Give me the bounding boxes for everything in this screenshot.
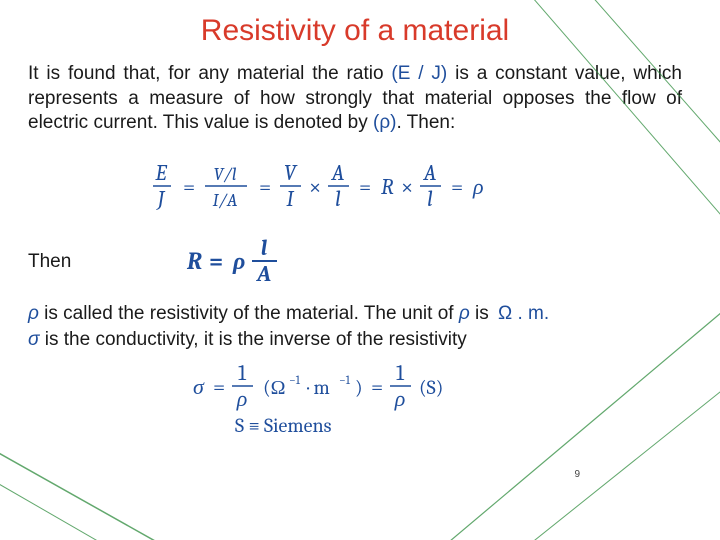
intro-text-1: It is found that, for any material the r… <box>28 63 391 84</box>
svg-text:σ: σ <box>193 374 205 400</box>
slide-title: Resistivity of a material <box>118 14 592 48</box>
svg-text:l: l <box>427 186 433 212</box>
rho-italic-1: ρ <box>28 303 39 324</box>
svg-text:=: = <box>213 374 225 400</box>
svg-text:S ≡ Siemens: S ≡ Siemens <box>235 414 332 437</box>
unit-ohm-m: Ω . m. <box>498 303 549 324</box>
sigma-italic: σ <box>28 329 39 350</box>
svg-text:R: R <box>186 247 202 275</box>
svg-text:l: l <box>335 186 341 212</box>
svg-text:ρ: ρ <box>472 174 484 200</box>
svg-text:=: = <box>259 174 271 200</box>
svg-text:=: = <box>371 374 383 400</box>
def2-text: is the conductivity, it is the inverse o… <box>39 329 466 350</box>
equation-3-svg: σ=1ρ(Ω−1· m−1)=1ρ(S)S ≡ Siemens <box>175 364 535 444</box>
svg-text:I: I <box>286 186 294 212</box>
svg-text:): ) <box>355 376 363 399</box>
equation-2-svg: R= ρlA <box>181 237 331 287</box>
svg-text:ρ: ρ <box>232 247 245 275</box>
svg-text:=: = <box>451 174 463 200</box>
equation-1: EJ = V/l I/A = VI × Al = R × Al = ρ <box>28 158 682 219</box>
intro-paragraph: It is found that, for any material the r… <box>28 62 682 136</box>
svg-text:×: × <box>401 174 413 200</box>
svg-text:1: 1 <box>238 364 247 386</box>
svg-text:−1: −1 <box>289 373 301 387</box>
rho-italic-2: ρ <box>459 303 470 324</box>
ratio-symbol: (E / J) <box>391 63 447 84</box>
svg-text:R: R <box>381 174 394 200</box>
def1-is: is <box>470 303 494 324</box>
equation-3: σ=1ρ(Ω−1· m−1)=1ρ(S)S ≡ Siemens <box>28 364 682 449</box>
svg-text:V: V <box>284 160 298 186</box>
svg-text:−1: −1 <box>339 373 351 387</box>
svg-text:(Ω: (Ω <box>263 376 286 399</box>
svg-text:· m: · m <box>307 376 330 399</box>
equation-1-svg: EJ = V/l I/A = VI × Al = R × Al = ρ <box>145 158 565 214</box>
then-row: Then R= ρlA <box>28 237 682 287</box>
svg-text:J: J <box>156 186 166 212</box>
svg-text:ρ: ρ <box>236 386 248 412</box>
svg-text:×: × <box>309 174 321 200</box>
svg-text:=: = <box>209 247 223 275</box>
page-number: 9 <box>574 469 580 480</box>
svg-text:V/l: V/l <box>214 164 237 185</box>
svg-text:=: = <box>359 174 371 200</box>
intro-text-3: . Then: <box>396 112 455 133</box>
svg-text:1: 1 <box>396 364 405 386</box>
svg-text:=: = <box>183 174 195 200</box>
rho-symbol: (ρ) <box>373 112 396 133</box>
svg-text:ρ: ρ <box>394 386 406 412</box>
definition-conductivity: σ is the conductivity, it is the inverse… <box>28 327 682 353</box>
def1-text: is called the resistivity of the materia… <box>39 303 459 324</box>
svg-text:I/A: I/A <box>213 190 238 211</box>
then-label: Then <box>28 251 71 273</box>
svg-text:E: E <box>154 160 167 186</box>
definitions: ρ is called the resistivity of the mater… <box>28 301 682 352</box>
definition-resistivity: ρ is called the resistivity of the mater… <box>28 301 682 327</box>
svg-text:A: A <box>331 160 345 186</box>
svg-text:A: A <box>423 160 437 186</box>
svg-text:(S): (S) <box>419 376 443 399</box>
slide: Resistivity of a material It is found th… <box>0 0 720 540</box>
svg-text:l: l <box>261 237 268 261</box>
svg-text:A: A <box>256 261 272 287</box>
